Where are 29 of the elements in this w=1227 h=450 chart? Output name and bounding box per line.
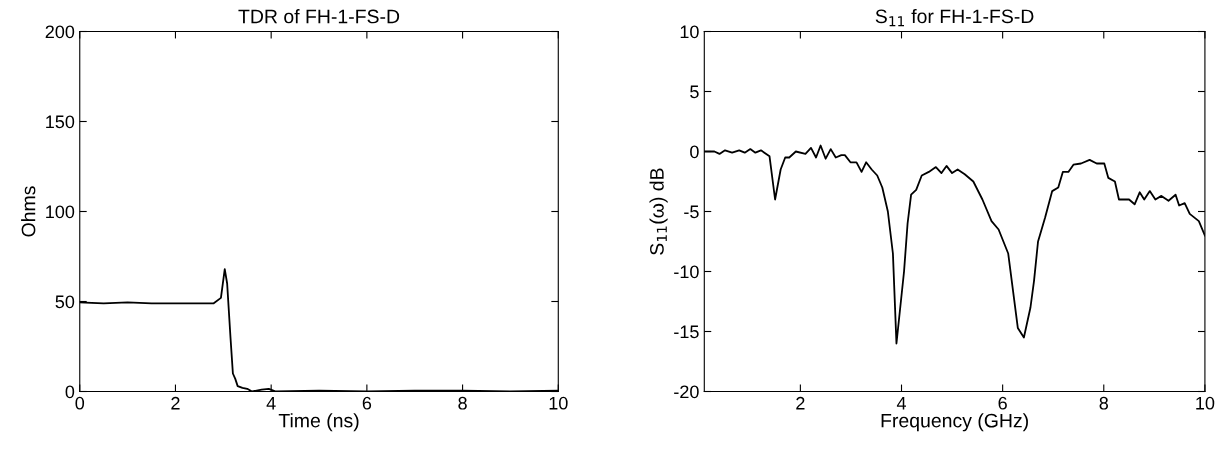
- y-tick-label: 10: [680, 25, 699, 39]
- chart-title: S$_{11}$ for FH-1-FS-D: [875, 8, 1034, 27]
- x-tick-label: 2: [171, 396, 180, 410]
- y-tick-label: 50: [55, 295, 75, 309]
- y-axis-title: Ohms: [21, 186, 36, 237]
- x-tick-label: 6: [998, 396, 1007, 410]
- y-tick-label: -15: [674, 325, 699, 339]
- y-tick-label: 5: [690, 85, 699, 99]
- y-tick-label: 100: [46, 205, 75, 219]
- x-tick-label: 2: [796, 396, 805, 410]
- y-tick-label: -5: [684, 205, 699, 219]
- x-tick-label: 4: [266, 397, 276, 410]
- x-tick-label: 0: [75, 396, 85, 410]
- x-tick-label: 4: [896, 397, 906, 410]
- x-axis-title: Frequency (GHz): [881, 413, 1028, 432]
- x-tick-label: 8: [458, 396, 467, 410]
- y-tick-label: 0: [65, 385, 75, 399]
- x-tick-label: 8: [1099, 396, 1109, 410]
- x-tick-label: 10: [549, 396, 568, 410]
- x-tick-label: 10: [1196, 396, 1215, 410]
- x-axis-title: Time (ns): [278, 413, 359, 432]
- y-tick-label: 0: [690, 145, 699, 159]
- y-tick-label: -10: [674, 265, 699, 279]
- y-axis-title: S$_{11}$(ω) dB: [649, 168, 668, 255]
- x-tick-label: 6: [362, 396, 372, 410]
- y-tick-label: 200: [45, 25, 75, 39]
- y-tick-label: -20: [674, 385, 699, 399]
- chart-title: TDR of FH-1-FS-D: [238, 9, 400, 24]
- y-tick-label: 150: [46, 115, 75, 129]
